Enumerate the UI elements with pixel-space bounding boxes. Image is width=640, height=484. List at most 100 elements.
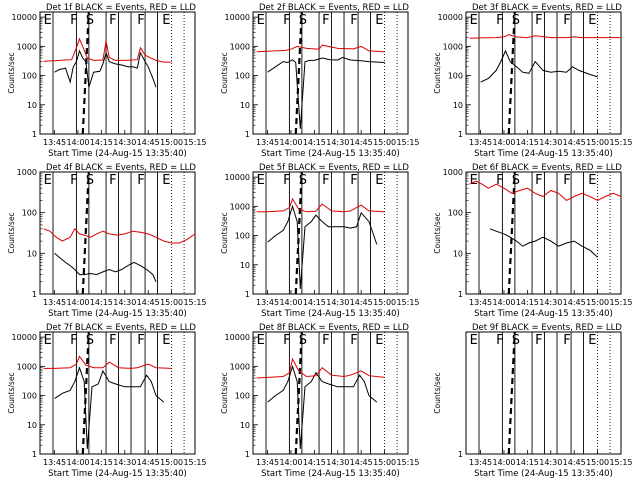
xtick-label: 13:45 <box>43 458 66 467</box>
region-label: E <box>375 333 383 348</box>
ytick-label: 1 <box>458 130 463 139</box>
plot-title: Det 9f BLACK = Events, RED = LLD <box>472 323 622 333</box>
xlabel: Start Time (24-Aug-15 13:35:40) <box>474 149 613 159</box>
xtick-label: 14:45 <box>137 138 160 147</box>
plot-frame <box>252 11 409 135</box>
series-events-line <box>480 49 598 83</box>
xtick-label: 14:45 <box>350 458 373 467</box>
ytick-label: 1 <box>458 450 463 459</box>
xtick-label: 13:45 <box>256 458 279 467</box>
xtick-label: 14:00 <box>492 458 515 467</box>
xtick-label: 13:45 <box>256 298 279 307</box>
plot-title: Det 1f BLACK = Events, RED = LLD <box>46 3 196 13</box>
plot-frame <box>252 331 409 455</box>
event-dashed-line <box>294 171 303 295</box>
region-label: F <box>535 173 542 188</box>
plot-frame <box>252 171 409 295</box>
xlabel: Start Time (24-Aug-15 13:35:40) <box>261 149 400 159</box>
xlabel: Start Time (24-Aug-15 13:35:40) <box>474 309 613 319</box>
plot-title: Det 5f BLACK = Events, RED = LLD <box>259 163 409 173</box>
region-label: F <box>283 13 290 28</box>
xtick-label: 14:15 <box>90 298 113 307</box>
xtick-label: 15:00 <box>160 298 183 307</box>
series-events-line <box>54 49 157 88</box>
xtick-label: 14:30 <box>113 458 136 467</box>
ylabel: Counts/sec <box>433 372 442 413</box>
region-label: F <box>535 13 542 28</box>
xtick-label: 14:30 <box>539 138 562 147</box>
plot-frame <box>39 171 196 295</box>
ytick-label: 100 <box>22 72 37 81</box>
region-label: S <box>512 173 520 188</box>
xtick-label: 14:00 <box>66 298 89 307</box>
ytick-label: 10000 <box>225 333 250 342</box>
xtick-label: 14:00 <box>492 298 515 307</box>
region-label: F <box>496 173 503 188</box>
series-lld-line <box>43 355 172 369</box>
series-lld-line <box>469 180 622 202</box>
ytick-label: 10 <box>453 101 463 110</box>
xtick-label: 15:15 <box>609 138 632 147</box>
event-dashed-line <box>507 11 516 135</box>
ytick-label: 1 <box>32 450 37 459</box>
plot-frame <box>39 11 196 135</box>
ylabel: Counts/sec <box>433 52 442 93</box>
region-label: F <box>322 173 329 188</box>
region-label: E <box>257 13 265 28</box>
xtick-label: 14:00 <box>279 138 302 147</box>
region-label: F <box>322 333 329 348</box>
ylabel: Counts/sec <box>433 212 442 253</box>
xtick-label: 15:15 <box>183 458 206 467</box>
event-dashed-line <box>507 171 516 295</box>
region-label: E <box>162 13 170 28</box>
xtick-label: 14:15 <box>516 298 539 307</box>
xlabel: Start Time (24-Aug-15 13:35:40) <box>48 469 187 479</box>
region-label: E <box>470 173 478 188</box>
ytick-label: 1 <box>32 290 37 299</box>
ytick-label: 10 <box>27 101 37 110</box>
plot-title: Det 6f BLACK = Events, RED = LLD <box>472 163 622 173</box>
region-label: F <box>137 333 144 348</box>
region-label: S <box>86 13 94 28</box>
plot-title: Det 7f BLACK = Events, RED = LLD <box>46 323 196 333</box>
xtick-label: 15:00 <box>160 138 183 147</box>
ylabel: Counts/sec <box>220 372 229 413</box>
ytick-label: 1 <box>245 130 250 139</box>
region-label: S <box>86 333 94 348</box>
xtick-label: 15:00 <box>373 138 396 147</box>
xtick-label: 13:45 <box>43 298 66 307</box>
xtick-label: 15:15 <box>183 138 206 147</box>
region-label: S <box>512 333 520 348</box>
xtick-label: 13:45 <box>469 138 492 147</box>
xtick-label: 14:45 <box>350 298 373 307</box>
region-label: F <box>563 13 570 28</box>
xtick-label: 14:45 <box>563 458 586 467</box>
region-label: E <box>44 173 52 188</box>
series-events-line <box>489 228 598 258</box>
region-label: E <box>470 13 478 28</box>
event-dashed-line <box>81 11 90 135</box>
xtick-label: 14:30 <box>326 298 349 307</box>
event-dashed-line <box>507 331 516 455</box>
xtick-label: 14:45 <box>350 138 373 147</box>
xtick-label: 14:30 <box>113 138 136 147</box>
ytick-label: 1000 <box>230 42 250 51</box>
xtick-label: 14:15 <box>516 138 539 147</box>
ytick-label: 10000 <box>225 173 250 182</box>
region-label: F <box>535 333 542 348</box>
series-events-line <box>267 364 378 449</box>
region-label: E <box>257 173 265 188</box>
plot-frame <box>465 171 622 295</box>
xlabel: Start Time (24-Aug-15 13:35:40) <box>48 309 187 319</box>
region-label: F <box>350 333 357 348</box>
region-label: F <box>137 13 144 28</box>
xtick-label: 14:15 <box>90 458 113 467</box>
xtick-label: 14:45 <box>137 458 160 467</box>
region-label: F <box>496 13 503 28</box>
region-label: E <box>375 173 383 188</box>
ytick-label: 10 <box>27 421 37 430</box>
xlabel: Start Time (24-Aug-15 13:35:40) <box>261 309 400 319</box>
ylabel: Counts/sec <box>220 212 229 253</box>
